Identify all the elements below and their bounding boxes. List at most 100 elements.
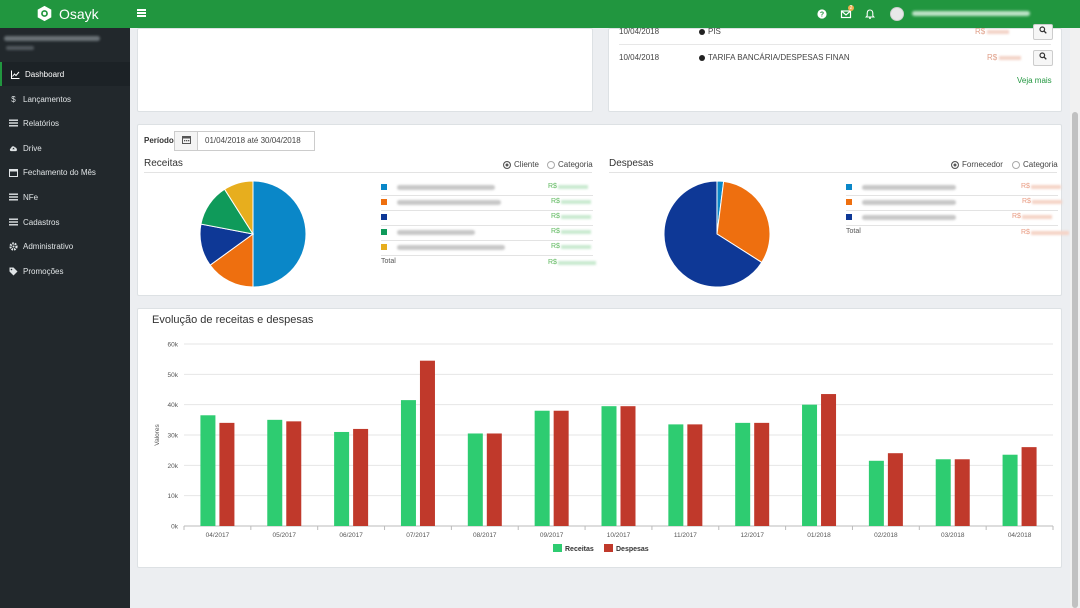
legend-swatch [381,229,387,235]
sidebar-item-relatorios[interactable]: Relatórios [0,111,130,135]
radio-fornecedor[interactable]: Fornecedor [951,160,1003,169]
bell-icon[interactable] [864,8,876,20]
legend-swatch [553,544,562,552]
pie-slice[interactable] [223,180,254,236]
legend-label[interactable]: Receitas [565,546,594,553]
x-tick-label: 08/2017 [473,532,497,539]
legend-row: R$ [846,211,1058,225]
sidebar-user-sub-redacted [6,46,34,50]
sidebar-item-drive[interactable]: Drive [0,136,130,160]
legend-value: R$ [551,243,560,250]
veja-mais-link[interactable]: Veja mais [1017,76,1052,85]
bar-receitas[interactable] [400,400,416,526]
list-icon [9,193,18,202]
bar-despesas[interactable] [1021,447,1037,526]
bar-despesas[interactable] [887,453,903,526]
calendar-icon [9,168,18,177]
mail-icon[interactable] [840,8,852,20]
pie-slice[interactable] [663,180,763,288]
bar-receitas[interactable] [802,404,818,526]
bar-receitas[interactable] [735,422,751,526]
legend-label[interactable]: Despesas [616,546,649,553]
bar-receitas[interactable] [467,433,483,526]
bar-despesas[interactable] [620,406,636,526]
sidebar-item-administrativo[interactable]: Administrativo [0,234,130,258]
x-tick-label: 12/2017 [740,532,764,539]
sidebar-user-redacted [4,36,100,41]
table-row: 10/04/2018 PIS R$ [619,24,1053,50]
search-button[interactable] [1033,50,1053,66]
radio-categoria[interactable]: Categoria [547,160,593,169]
bar-despesas[interactable] [954,459,970,526]
menu-toggle-icon[interactable] [137,9,146,17]
legend-row: R$ [381,181,593,195]
svg-text:?: ? [820,11,824,18]
legend-swatch [846,184,852,190]
bar-receitas[interactable] [1002,454,1018,526]
scrollbar-thumb[interactable] [1072,112,1078,608]
help-icon[interactable]: ? [816,8,828,20]
bar-despesas[interactable] [754,422,770,526]
divider [609,172,1057,173]
y-tick-label: 0k [171,524,179,531]
bar-despesas[interactable] [286,421,302,526]
calendar-icon[interactable] [174,131,198,151]
bar-receitas[interactable] [868,460,884,526]
bar-receitas[interactable] [935,459,951,526]
dollar-icon: $ [11,94,16,104]
vertical-scrollbar[interactable] [1070,28,1080,608]
bar-despesas[interactable] [687,424,703,526]
bar-despesas[interactable] [353,428,369,526]
x-tick-label: 02/2018 [874,532,898,539]
search-button[interactable] [1033,24,1053,40]
bar-receitas[interactable] [200,415,216,526]
y-tick-label: 40k [168,402,179,409]
total-value-redacted [1031,231,1069,235]
legend-value: R$ [1021,183,1030,190]
sidebar-item-cadastros[interactable]: Cadastros [0,210,130,234]
bar-despesas[interactable] [553,410,569,526]
receitas-pie-chart [199,180,307,288]
divider [846,210,1058,211]
brand[interactable]: Osayk [36,5,99,22]
total-label: Total [846,228,861,235]
x-tick-label: 07/2017 [406,532,430,539]
sidebar-item-label: Drive [23,143,42,153]
user-name-redacted[interactable] [912,11,1030,16]
sidebar-item-lancamentos[interactable]: $ Lançamentos [0,87,130,111]
legend-value: R$ [548,183,557,190]
total-label: Total [381,258,396,265]
sidebar-item-nfe[interactable]: NFe [0,185,130,209]
radio-cliente[interactable]: Cliente [503,160,539,169]
x-tick-label: 04/2018 [1008,532,1032,539]
divider [381,195,593,196]
bar-receitas[interactable] [668,424,684,526]
divider [144,172,592,173]
legend-total-row: Total R$ [381,257,596,271]
radio-categoria[interactable]: Categoria [1012,160,1058,169]
user-avatar[interactable] [890,7,904,21]
sidebar-item-fechamento[interactable]: Fechamento do Mês [0,160,130,184]
bar-receitas[interactable] [601,406,617,526]
transaction-value-redacted [999,56,1021,60]
bar-receitas[interactable] [334,431,350,526]
radio-label: Categoria [1023,160,1058,169]
pie-slice[interactable] [209,233,254,288]
sidebar-item-label: Administrativo [23,241,74,251]
bar-despesas[interactable] [821,394,837,526]
bar-despesas[interactable] [486,433,502,526]
chart-title: Evolução de receitas e despesas [152,314,314,326]
sidebar-item-promocoes[interactable]: Promoções [0,259,130,283]
bar-despesas[interactable] [419,360,435,526]
periodo-input[interactable]: 01/04/2018 até 30/04/2018 [197,131,315,151]
radio-label: Cliente [514,160,539,169]
bar-receitas[interactable] [267,419,283,526]
sidebar-item-dashboard[interactable]: Dashboard [0,62,130,86]
legend-name-redacted [862,185,956,190]
pie-slice[interactable] [252,180,307,288]
legend-value-redacted [558,185,588,189]
bar-despesas[interactable] [219,422,235,526]
bar-receitas[interactable] [534,410,550,526]
radio-dot [503,160,511,169]
y-tick-label: 60k [168,342,179,349]
